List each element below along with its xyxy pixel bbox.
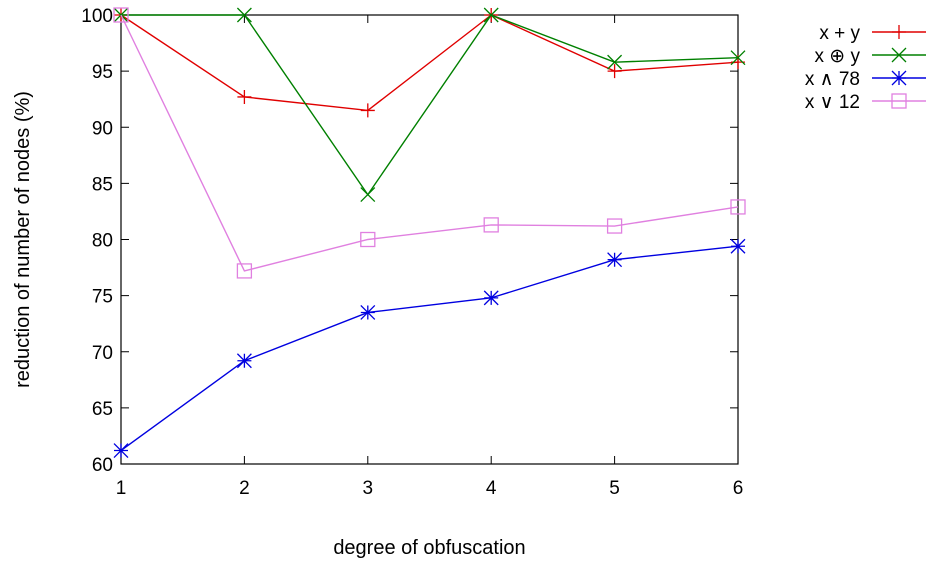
star-marker bbox=[113, 443, 129, 458]
plus-marker bbox=[892, 25, 906, 39]
square-marker bbox=[891, 93, 907, 109]
cross-marker bbox=[360, 187, 376, 203]
square-marker bbox=[113, 7, 129, 23]
square-marker bbox=[606, 218, 623, 234]
square-marker bbox=[360, 231, 376, 248]
y-tick-label: 90 bbox=[92, 118, 113, 139]
y-axis-title: reduction of number of nodes (%) bbox=[12, 91, 34, 388]
plus-marker bbox=[237, 89, 252, 104]
star-marker bbox=[730, 238, 746, 254]
series-1 bbox=[114, 8, 745, 118]
series-line bbox=[120, 14, 739, 112]
y-tick-label: 75 bbox=[92, 287, 113, 308]
series-4 bbox=[113, 7, 746, 279]
cross-marker bbox=[607, 54, 623, 70]
x-tick-label: 3 bbox=[363, 478, 374, 499]
y-tick-label: 60 bbox=[92, 455, 113, 476]
series-line bbox=[121, 14, 739, 196]
series-3 bbox=[113, 238, 746, 458]
y-tick-label: 100 bbox=[81, 6, 113, 27]
star-marker bbox=[360, 305, 376, 320]
x-tick-label: 6 bbox=[733, 478, 744, 499]
y-tick-label: 65 bbox=[92, 399, 113, 420]
cross-marker bbox=[730, 50, 746, 66]
series-layer bbox=[113, 7, 746, 458]
series-line bbox=[120, 14, 739, 272]
x-tick-label: 5 bbox=[609, 478, 620, 499]
star-marker bbox=[236, 353, 252, 369]
plot-frame bbox=[120, 14, 739, 465]
x-axis-ticks: 1 2 3 4 5 6 bbox=[116, 15, 744, 499]
y-tick-label: 70 bbox=[92, 343, 113, 364]
legend: x + yx ⊕ yx ∧ 78x ∨ 12 bbox=[805, 23, 926, 113]
y-tick-label: 80 bbox=[92, 231, 113, 252]
series-line bbox=[120, 245, 739, 452]
star-marker bbox=[483, 290, 499, 306]
legend-label: x ⊕ y bbox=[815, 46, 861, 67]
square-marker bbox=[730, 199, 746, 215]
cross-marker bbox=[483, 7, 499, 23]
y-axis-ticks: 60 65 70 75 80 85 90 95 100 bbox=[81, 6, 738, 476]
cross-marker bbox=[891, 47, 907, 63]
legend-label: x ∧ 78 bbox=[805, 69, 860, 90]
cross-marker bbox=[236, 7, 252, 23]
star-marker bbox=[607, 252, 623, 268]
plus-marker bbox=[607, 64, 622, 79]
y-tick-label: 85 bbox=[92, 174, 113, 195]
square-marker bbox=[483, 217, 499, 233]
x-tick-label: 4 bbox=[486, 478, 497, 499]
star-marker bbox=[891, 70, 907, 86]
series-2 bbox=[113, 7, 746, 203]
x-tick-label: 2 bbox=[239, 478, 250, 499]
legend-label: x ∨ 12 bbox=[805, 92, 860, 113]
legend-label: x + y bbox=[819, 23, 860, 44]
plus-marker bbox=[360, 103, 375, 118]
x-tick-label: 1 bbox=[116, 478, 127, 499]
square-marker bbox=[236, 263, 253, 279]
y-tick-label: 95 bbox=[92, 62, 113, 83]
x-axis-title: degree of obfuscation bbox=[333, 537, 525, 559]
